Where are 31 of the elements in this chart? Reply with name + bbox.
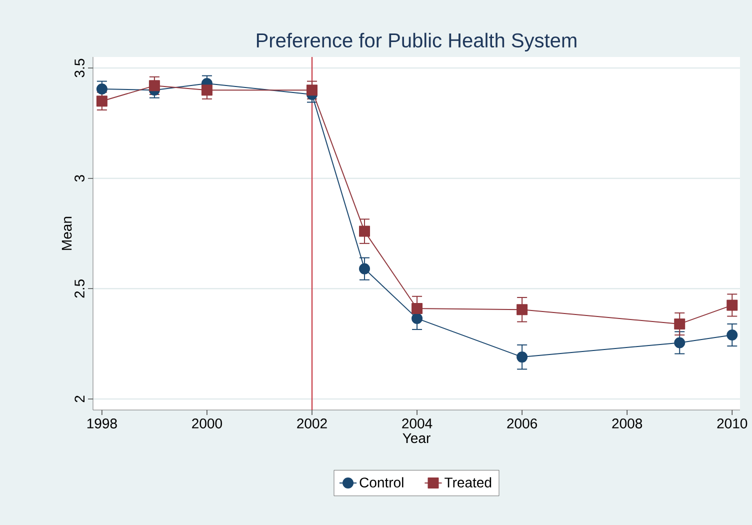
y-tick-label: 3.5 bbox=[74, 58, 84, 78]
x-tick-label: 2008 bbox=[612, 418, 642, 428]
point bbox=[306, 84, 318, 96]
point bbox=[726, 329, 738, 340]
point bbox=[148, 80, 160, 92]
x-axis-title: Year bbox=[402, 433, 430, 444]
point bbox=[516, 304, 528, 316]
x-tick-label: 1998 bbox=[87, 418, 117, 428]
y-axis-title: Mean bbox=[62, 216, 72, 250]
point bbox=[201, 84, 212, 96]
point bbox=[412, 312, 423, 324]
point bbox=[96, 96, 108, 107]
x-tick-label: 2006 bbox=[507, 418, 538, 428]
point bbox=[359, 263, 370, 274]
x-tick-label: 2000 bbox=[192, 418, 222, 428]
y-tick-label: 2 bbox=[74, 396, 84, 402]
chart-title: Preference for Public Health System bbox=[256, 32, 576, 52]
point bbox=[96, 83, 108, 94]
point bbox=[674, 318, 686, 330]
x-tick-label: 2004 bbox=[402, 418, 432, 428]
y-tick-label: 2.5 bbox=[74, 280, 84, 298]
legend-label: Control bbox=[360, 477, 404, 488]
point bbox=[412, 303, 423, 314]
x-tick-label: 2010 bbox=[717, 418, 748, 428]
y-tick-label: 3 bbox=[74, 175, 84, 182]
point bbox=[359, 226, 370, 237]
point bbox=[674, 337, 686, 348]
legend-label: Treated bbox=[444, 477, 492, 488]
point bbox=[516, 352, 528, 363]
x-tick-label: 2002 bbox=[297, 418, 327, 428]
point bbox=[726, 300, 738, 311]
